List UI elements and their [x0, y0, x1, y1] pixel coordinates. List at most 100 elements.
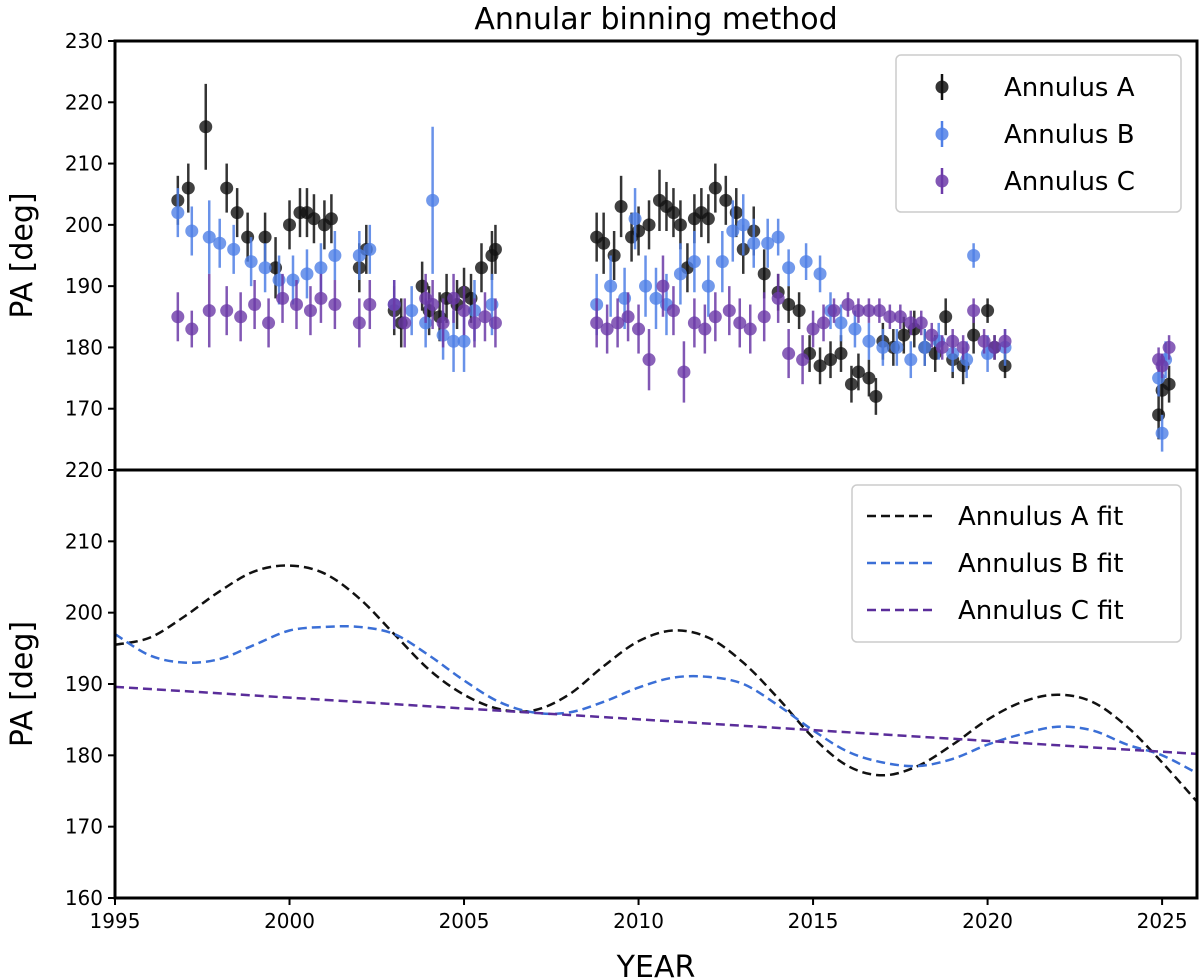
xtick-label: 2005	[439, 909, 490, 933]
data-point	[220, 304, 234, 318]
data-point	[262, 316, 276, 330]
legend-marker-icon	[935, 127, 949, 141]
bottom-frame	[113, 468, 1199, 900]
data-point	[757, 267, 771, 281]
data-point	[324, 212, 338, 226]
data-point	[719, 193, 733, 207]
data-point	[998, 334, 1012, 348]
data-point	[687, 316, 701, 330]
data-point	[893, 310, 907, 324]
bottom-plot-area	[115, 564, 1197, 803]
data-point	[701, 279, 715, 293]
data-point	[181, 181, 195, 195]
data-point	[276, 291, 290, 305]
data-point	[363, 298, 377, 312]
fit-line-annulus-a-fit	[115, 564, 1197, 803]
legend-label: Annulus A	[1004, 73, 1135, 103]
data-point	[666, 206, 680, 220]
data-point	[604, 279, 618, 293]
data-point	[1155, 426, 1169, 440]
data-point	[474, 261, 488, 275]
data-point	[398, 316, 412, 330]
data-point	[841, 298, 855, 312]
data-point	[771, 230, 785, 244]
legend-label: Annulus B	[1004, 120, 1135, 150]
top-plot-area	[171, 83, 1176, 452]
data-point	[426, 193, 440, 207]
data-point	[935, 340, 949, 354]
data-point	[708, 181, 722, 195]
data-point	[715, 255, 729, 269]
data-point	[817, 316, 831, 330]
data-point	[234, 310, 248, 324]
data-point	[666, 304, 680, 318]
data-point	[904, 353, 918, 367]
data-point	[956, 340, 970, 354]
data-point	[185, 224, 199, 238]
data-point	[213, 236, 227, 250]
data-point	[436, 316, 450, 330]
data-point	[862, 304, 876, 318]
bottom-panel: 160 170 180 190 200 210 220 1995 2000 2005 2010 201…	[5, 458, 1199, 980]
xtick-label: 1995	[90, 909, 141, 933]
data-point	[918, 340, 932, 354]
top-ytick-label: 190	[65, 274, 103, 298]
data-point	[897, 328, 911, 342]
data-point	[426, 298, 440, 312]
xtick-label: 2020	[962, 909, 1013, 933]
data-point	[946, 334, 960, 348]
data-point	[967, 249, 981, 262]
data-point	[796, 353, 810, 367]
data-point	[642, 218, 656, 232]
xlabel: YEAR	[616, 950, 696, 980]
data-point	[171, 310, 185, 324]
data-point	[478, 310, 492, 324]
data-point	[1162, 340, 1176, 354]
data-point	[872, 304, 886, 318]
data-point	[747, 236, 761, 250]
data-point	[736, 218, 750, 232]
data-point	[1155, 359, 1169, 373]
legend-label: Annulus C	[1004, 167, 1135, 197]
data-point	[851, 365, 865, 379]
data-point	[757, 310, 771, 324]
data-point	[289, 298, 303, 312]
bottom-ytick-label: 180	[65, 743, 103, 767]
data-point	[258, 230, 272, 244]
data-point	[782, 347, 796, 361]
legend-label: Annulus A fit	[958, 502, 1123, 532]
data-point	[967, 328, 981, 342]
data-point	[967, 304, 981, 318]
data-point	[632, 322, 646, 336]
fit-line-annulus-b-fit	[115, 625, 1197, 775]
bottom-ytick-label: 220	[65, 458, 103, 482]
data-point	[862, 334, 876, 348]
data-point	[890, 340, 904, 354]
bottom-legend	[851, 484, 1182, 643]
data-point	[328, 249, 342, 262]
data-point	[827, 304, 841, 318]
data-point	[782, 298, 796, 312]
data-point	[988, 340, 1002, 354]
data-point	[283, 218, 297, 232]
data-point	[677, 365, 691, 379]
data-point	[171, 206, 185, 220]
data-point	[185, 322, 199, 336]
data-point	[824, 353, 838, 367]
data-point	[722, 304, 736, 318]
data-point	[851, 304, 865, 318]
top-panel: Annular binning method 170 180 190 200 210 220…	[5, 2, 1199, 472]
legend-label: Annulus C fit	[958, 596, 1124, 626]
data-point	[771, 291, 785, 305]
xtick-label: 2010	[613, 909, 664, 933]
data-point	[834, 316, 848, 330]
data-point	[649, 291, 663, 305]
data-point	[1162, 377, 1176, 391]
data-point	[698, 322, 712, 336]
data-point	[708, 310, 722, 324]
data-point	[230, 206, 244, 220]
data-point	[457, 304, 471, 318]
legend-marker-icon	[935, 174, 949, 188]
data-point	[314, 261, 328, 275]
